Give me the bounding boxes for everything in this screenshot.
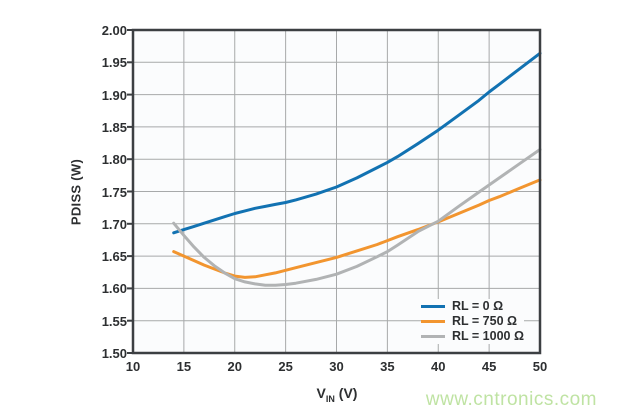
y-tick-label: 1.55 <box>101 313 127 329</box>
legend-entry: RL = 1000 Ω <box>421 329 524 344</box>
series-line <box>172 148 542 287</box>
x-tick-label: 20 <box>227 359 242 374</box>
legend-label: RL = 750 Ω <box>452 314 518 328</box>
x-tick-label: 50 <box>532 359 548 374</box>
y-tick-label: 1.90 <box>101 87 127 103</box>
x-tick-label: 45 <box>481 359 497 374</box>
legend-swatch-icon <box>421 305 445 308</box>
legend-entry: RL = 750 Ω <box>421 314 524 329</box>
x-axis-title-unit: (V) <box>334 385 358 401</box>
legend-swatch-icon <box>421 320 445 323</box>
y-axis-title: PDISS (W) <box>68 158 84 226</box>
legend-label: RL = 0 Ω <box>452 299 504 313</box>
legend-swatch-icon <box>421 335 445 338</box>
x-tick-label: 15 <box>176 359 192 374</box>
y-tick-label: 1.95 <box>101 55 127 71</box>
x-tick-label: 30 <box>329 359 344 374</box>
y-tick-label: 1.85 <box>101 119 127 135</box>
series-line <box>172 51 542 235</box>
x-tick-label: 10 <box>125 359 141 374</box>
y-tick-label: 1.50 <box>101 346 127 361</box>
x-tick-label: 25 <box>278 359 293 374</box>
x-axis-title-main: V <box>316 385 326 401</box>
x-axis-title: VIN (V) <box>317 385 358 404</box>
x-tick-label: 35 <box>380 359 395 374</box>
y-tick-label: 1.80 <box>101 152 127 168</box>
y-tick-label: 1.75 <box>101 184 127 200</box>
x-axis-title-subscript: IN <box>325 393 335 404</box>
y-tick-label: 1.65 <box>101 249 127 265</box>
x-tick-label: 40 <box>431 359 446 374</box>
legend: RL = 0 Ω RL = 750 Ω RL = 1000 Ω <box>421 299 524 344</box>
watermark-text: www.cntronics.com <box>425 389 597 410</box>
y-tick-label: 1.70 <box>101 216 127 232</box>
series-line <box>172 178 542 279</box>
y-tick-label: 2.00 <box>101 23 127 38</box>
y-tick-label: 1.60 <box>101 281 127 297</box>
legend-entry: RL = 0 Ω <box>421 299 524 314</box>
legend-label: RL = 1000 Ω <box>452 329 524 343</box>
plot-border <box>131 28 542 355</box>
